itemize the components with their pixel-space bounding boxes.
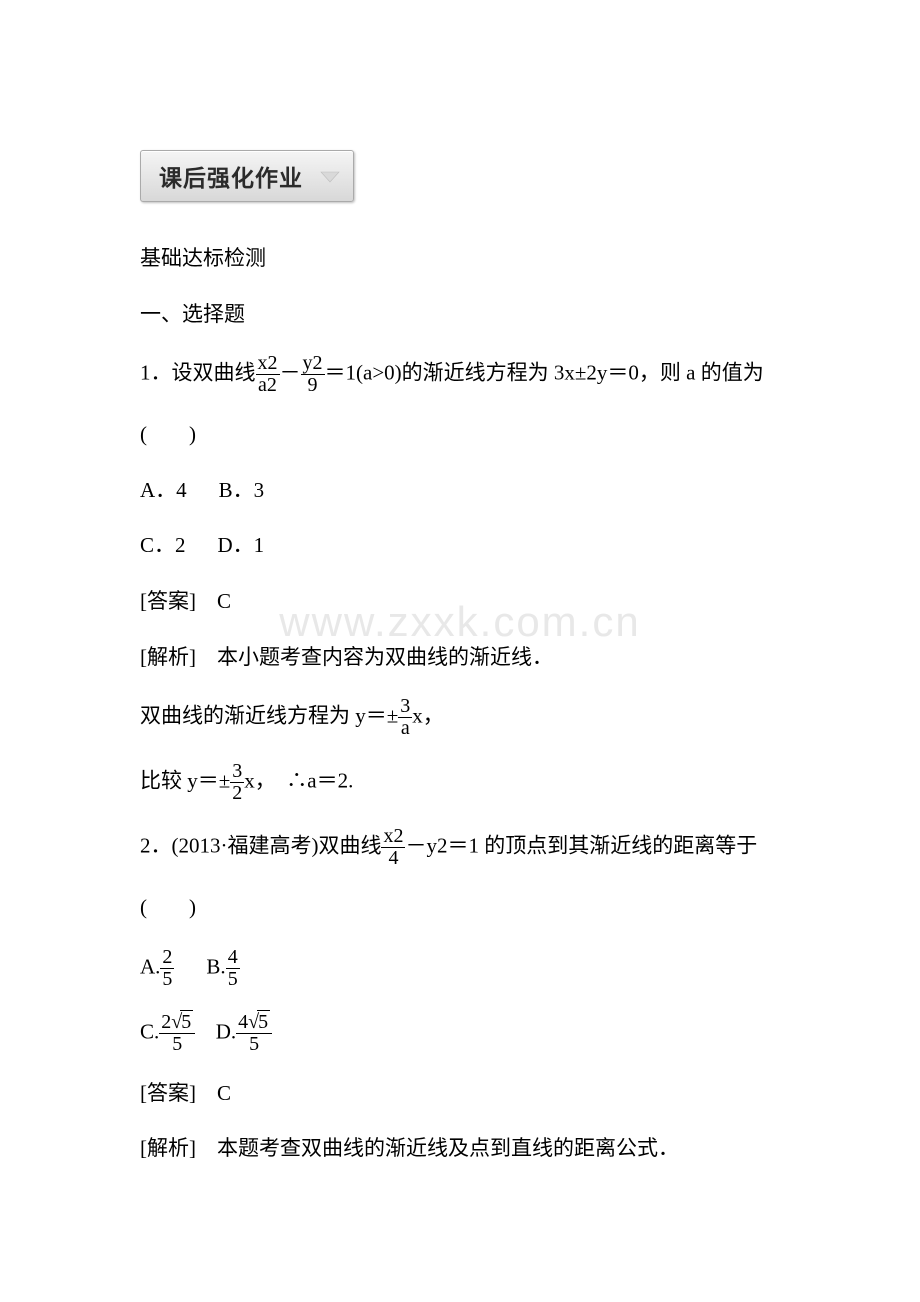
q1-opt-c: C．2: [140, 533, 186, 557]
q1-stem-post: ＝1(a>0)的渐近线方程为 3x±2y＝0，则 a 的值为: [325, 361, 764, 385]
q1-exp2-num: 3: [398, 696, 412, 717]
q1-explain-2: 双曲线的渐近线方程为 y＝±3ax，: [140, 696, 810, 739]
q1-exp3-num: 3: [230, 761, 244, 782]
q1-options-row2: C．2 D．1: [140, 529, 810, 563]
q1-exp3-frac: 32: [230, 761, 244, 804]
q1-opt-b: B．3: [219, 478, 265, 502]
header-button: 课后强化作业: [140, 150, 354, 202]
q2-optB-den: 5: [226, 968, 240, 990]
q2-paren: ( ): [140, 891, 810, 925]
q2-opt-b-pre: B.: [206, 954, 225, 978]
q2-optA-den: 5: [160, 968, 174, 990]
q2-opt-d-frac: 455: [236, 1012, 272, 1055]
q2-optC-num: 25: [159, 1012, 195, 1033]
q2-optD-den: 5: [236, 1033, 272, 1055]
q2-answer: [答案] C: [140, 1077, 810, 1111]
q2-explain: [解析] 本题考查双曲线的渐近线及点到直线的距离公式．: [140, 1132, 810, 1166]
q1-frac2-num: y2: [301, 353, 325, 374]
q1-frac2-den: 9: [301, 374, 325, 396]
q2-opt-a-frac: 25: [160, 947, 174, 990]
q2-optC-den: 5: [159, 1033, 195, 1055]
q2-frac: x24: [381, 826, 405, 869]
q1-stem-pre: 1．设双曲线: [140, 361, 256, 385]
q2-opt-d-pre: D.: [216, 1019, 236, 1043]
q2-optD-num: 45: [236, 1012, 272, 1033]
sqrt-icon: 5: [171, 1012, 193, 1033]
q2-options-row2: C.255 D.455: [140, 1012, 810, 1055]
q2-optD-coef: 4: [238, 1011, 248, 1033]
q2-frac-num: x2: [381, 826, 405, 847]
q2-opt-c-pre: C.: [140, 1019, 159, 1043]
q1-explain-3: 比较 y＝±32x， ∴a＝2.: [140, 761, 810, 804]
q1-frac2: y29: [301, 353, 325, 396]
q2-frac-den: 4: [381, 847, 405, 869]
q1-exp3-den: 2: [230, 782, 244, 804]
q1-exp2-post: x，: [412, 703, 444, 727]
sqrt-icon: 5: [248, 1012, 270, 1033]
q1-paren: ( ): [140, 418, 810, 452]
content-area: 课后强化作业 基础达标检测 一、选择题 1．设双曲线x2a2－y29＝1(a>0…: [140, 150, 810, 1166]
q1-stem: 1．设双曲线x2a2－y29＝1(a>0)的渐近线方程为 3x±2y＝0，则 a…: [140, 353, 810, 396]
q1-options-row1: A．4 B．3: [140, 474, 810, 508]
q2-opt-c-frac: 255: [159, 1012, 195, 1055]
q1-exp2-den: a: [398, 717, 412, 739]
q2-stem: 2．(2013·福建高考)双曲线x24－y2＝1 的顶点到其渐近线的距离等于: [140, 826, 810, 869]
q2-stem-post: －y2＝1 的顶点到其渐近线的距离等于: [405, 833, 757, 857]
q1-explain-1: [解析] 本小题考查内容为双曲线的渐近线．: [140, 641, 810, 675]
section-subheading: 一、选择题: [140, 298, 810, 332]
header-button-label: 课后强化作业: [159, 165, 303, 191]
q2-optA-num: 2: [160, 947, 174, 968]
q1-minus: －: [280, 361, 301, 385]
q2-opt-a-pre: A.: [140, 954, 160, 978]
q1-answer: [答案] C: [140, 585, 810, 619]
q1-frac1-den: a2: [256, 374, 280, 396]
q2-optC-rad: 5: [180, 1010, 193, 1033]
q1-exp3-pre: 比较 y＝±: [140, 768, 230, 792]
q1-frac1: x2a2: [256, 353, 280, 396]
q2-optD-rad: 5: [257, 1010, 270, 1033]
q1-exp3-post: x， ∴a＝2.: [244, 768, 353, 792]
q1-frac1-num: x2: [256, 353, 280, 374]
q2-opt-b-frac: 45: [226, 947, 240, 990]
q2-stem-pre: 2．(2013·福建高考)双曲线: [140, 833, 381, 857]
q2-optB-num: 4: [226, 947, 240, 968]
q1-opt-a: A．4: [140, 478, 187, 502]
q1-exp2-pre: 双曲线的渐近线方程为 y＝±: [140, 703, 398, 727]
q1-opt-d: D．1: [218, 533, 265, 557]
q2-options-row1: A.25B.45: [140, 947, 810, 990]
q1-exp2-frac: 3a: [398, 696, 412, 739]
chevron-down-icon: [317, 167, 343, 185]
q2-optC-coef: 2: [161, 1011, 171, 1033]
section-heading: 基础达标检测: [140, 242, 810, 276]
